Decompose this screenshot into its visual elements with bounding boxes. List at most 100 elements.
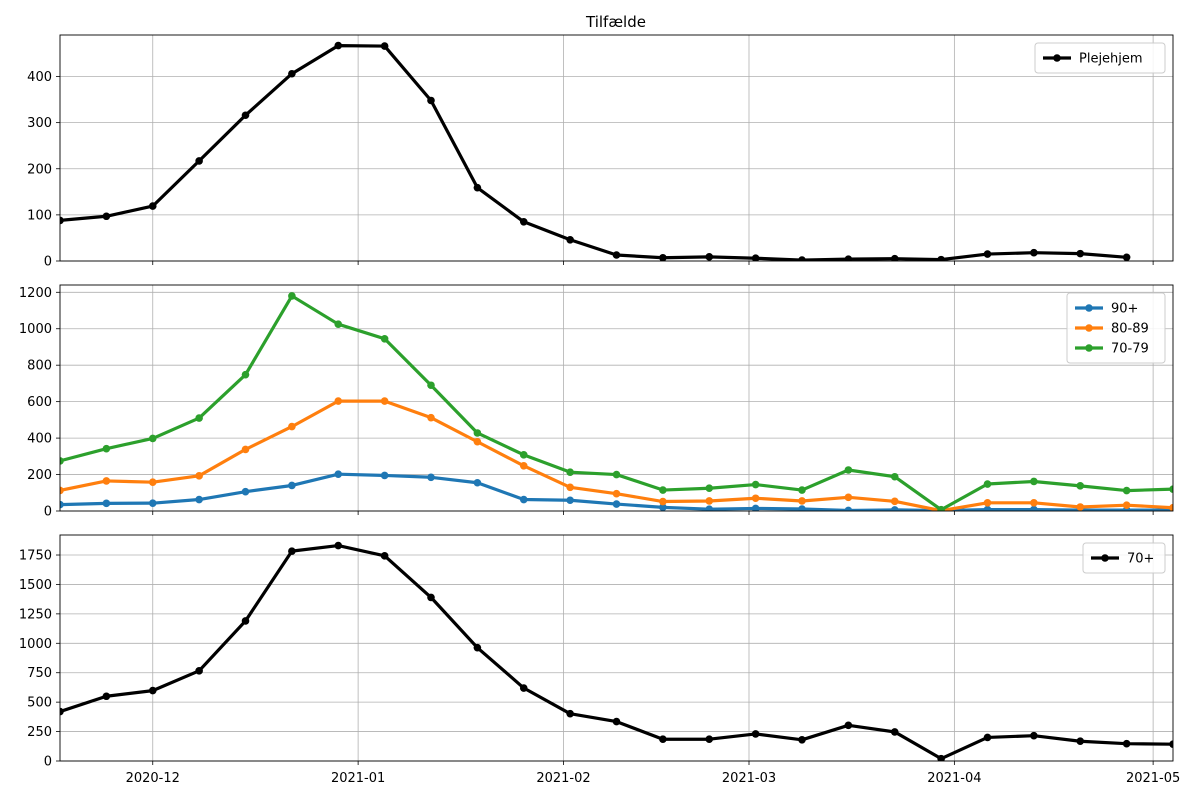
legend-box [1082,542,1166,574]
data-point [705,735,714,744]
y-tick-label: 250 [27,725,52,740]
data-point [195,157,203,165]
data-point [798,736,806,744]
data-point [60,457,64,465]
data-point [890,506,899,511]
data-point [983,505,992,511]
data-point [890,728,899,736]
legend-label: 70-79 [1111,342,1149,357]
data-point [1076,737,1085,746]
data-point [102,444,111,453]
y-tick-label: 600 [27,395,52,410]
plot-background [60,535,1173,761]
y-tick-label: 400 [27,70,52,85]
data-point [473,429,482,437]
axes-frame [59,534,1174,762]
data-point [148,202,157,210]
data-point [844,255,853,261]
data-point [102,499,111,508]
data-point [102,692,111,701]
data-point [102,477,111,485]
data-point [334,41,343,50]
data-point [798,505,806,511]
data-point [844,721,853,730]
data-point [148,478,157,487]
data-point [241,487,250,496]
data-point [334,541,343,550]
data-point [659,497,667,506]
data-point [1030,477,1038,486]
x-tick-label: 2021-03 [722,771,776,786]
data-point [148,686,157,695]
data-point [1030,505,1038,511]
data-point [102,212,111,221]
data-point [60,486,64,495]
data-point [937,754,945,761]
y-tick-label: 400 [27,432,52,447]
panel-plejehjem: 0 100 200 300 400 Plejehjem [27,34,1174,270]
data-point [705,497,714,505]
x-tick-label: 2021-02 [536,771,590,786]
axes-frame [59,284,1174,512]
data-point [60,500,64,509]
axes-frame [59,34,1174,262]
data-point [844,493,853,502]
legend-label: 70+ [1127,552,1154,567]
data-point [334,470,343,478]
data-point [612,251,621,259]
data-point [473,478,482,487]
data-point [334,397,343,405]
data-point [844,466,853,474]
data-point [1030,731,1038,740]
data-point [380,397,389,405]
data-point [751,504,760,511]
data-point [519,218,528,226]
data-point [60,216,64,225]
y-tick-label: 750 [27,666,52,681]
y-tick-label: 300 [27,116,52,131]
data-point [890,497,899,506]
y-tick-label: 1200 [19,286,52,301]
data-point [1076,249,1085,258]
data-point [659,735,667,744]
data-point [334,320,343,328]
series-90+ [60,470,1173,511]
data-point [473,643,482,652]
legend: 70+ [1082,542,1166,574]
y-tick-label: 200 [27,468,52,483]
y-tick-label: 800 [27,359,52,374]
data-point [288,69,296,78]
legend-marker [1101,554,1109,562]
data-point [1076,482,1085,490]
x-tick-label: 2020-12 [126,771,180,786]
data-point [937,505,945,511]
data-point [705,253,714,261]
y-tick-label: 200 [27,162,52,177]
data-point [1030,248,1038,257]
series-70+ [60,541,1173,761]
data-point [241,370,250,379]
y-tick-label: 1000 [19,637,52,652]
legend-label: 90+ [1111,302,1138,317]
data-point [148,434,157,443]
data-point [751,494,760,503]
data-point [380,552,389,560]
data-point [566,468,574,476]
data-point [241,445,250,454]
data-point [195,414,203,422]
legend-label: 80-89 [1111,322,1149,337]
data-point [890,254,899,261]
data-point [1030,499,1038,507]
data-point [844,506,853,511]
series-70-79 [60,292,1173,511]
data-point [473,437,482,446]
panel-age-groups: 0 200 400 600 800 1000 1200 90+ 80-89 70-79 [19,284,1174,520]
legend-label: Plejehjem [1079,52,1143,67]
legend-marker [1053,54,1061,62]
data-point [288,547,296,555]
y-tick-label: 0 [44,255,52,270]
data-point [798,486,806,494]
data-point [288,292,296,300]
data-point [195,495,203,504]
data-point [798,256,806,261]
